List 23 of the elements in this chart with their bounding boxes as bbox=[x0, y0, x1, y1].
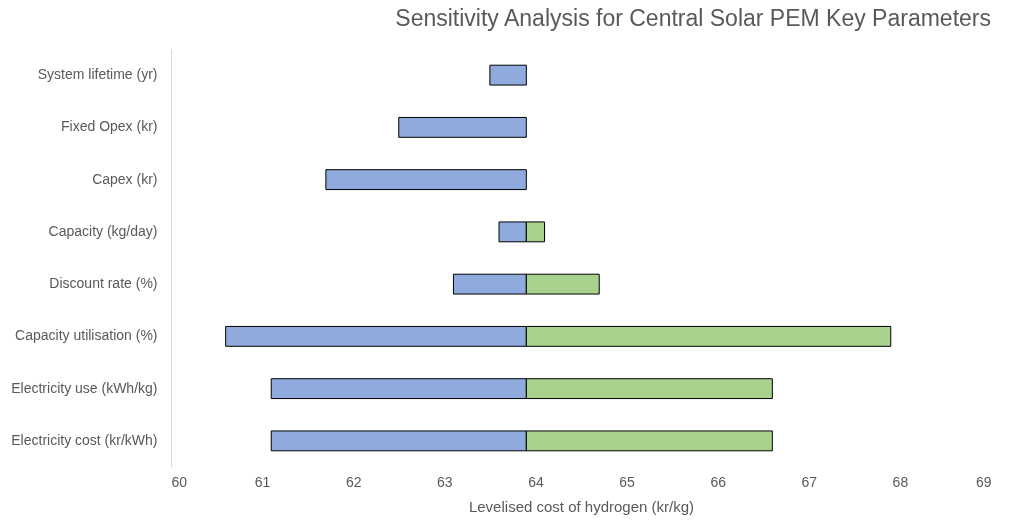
y-tick-label: Capex (kr) bbox=[92, 170, 158, 187]
x-tick-label: 60 bbox=[171, 473, 188, 490]
x-tick-label: 63 bbox=[437, 473, 453, 490]
x-tick-label: 68 bbox=[892, 473, 909, 490]
y-tick-label: Capacity (kg/day) bbox=[48, 222, 158, 239]
bar bbox=[398, 116, 527, 138]
x-tick-label: 64 bbox=[528, 473, 544, 490]
x-tick-label: 67 bbox=[801, 473, 818, 490]
y-tick-label: Electricity use (kWh/kg) bbox=[11, 379, 158, 396]
y-tick-label: Fixed Opex (kr) bbox=[61, 118, 158, 135]
x-axis-title: Levelised cost of hydrogen (kr/kg) bbox=[468, 497, 695, 515]
y-tick-label: System lifetime (yr) bbox=[37, 66, 158, 83]
y-tick-label: Electricity cost (kr/kWh) bbox=[11, 431, 158, 448]
bar bbox=[325, 169, 527, 191]
chart-title: Sensitivity Analysis for Central Solar PEM Key Parameters bbox=[395, 5, 991, 31]
x-tick-label: 69 bbox=[975, 473, 992, 490]
x-tick-label: 65 bbox=[619, 473, 636, 490]
x-tick-label: 61 bbox=[254, 473, 271, 490]
y-tick-label: Discount rate (%) bbox=[49, 275, 158, 292]
x-tick-label: 62 bbox=[345, 473, 362, 490]
x-tick-label: 66 bbox=[710, 473, 727, 490]
bar bbox=[489, 64, 527, 86]
y-tick-label: Capacity utilisation (%) bbox=[15, 327, 158, 344]
